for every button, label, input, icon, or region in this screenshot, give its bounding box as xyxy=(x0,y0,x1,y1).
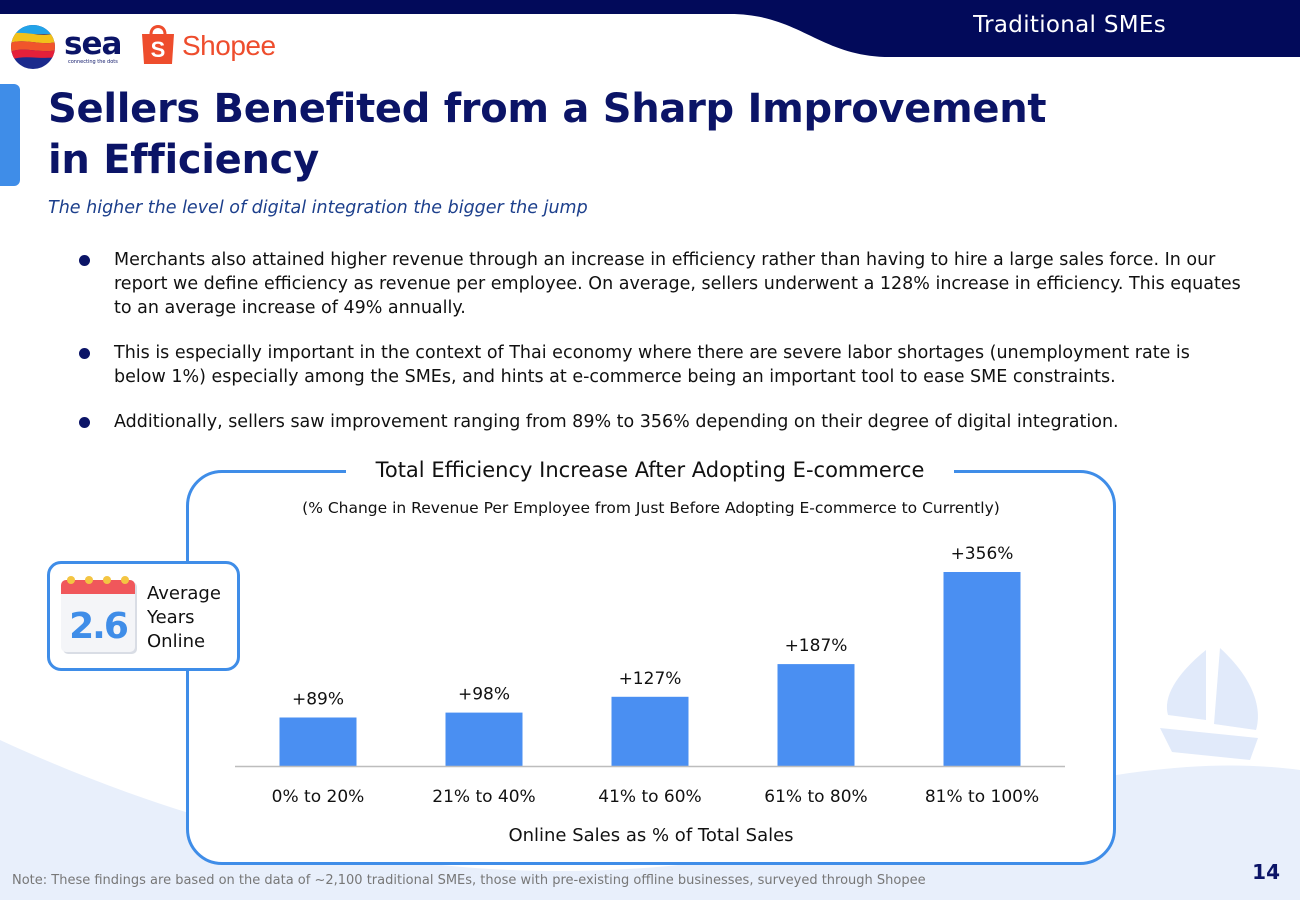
bullet-list: Merchants also attained higher revenue t… xyxy=(74,248,1244,434)
x-tick-label: 0% to 20% xyxy=(272,787,365,807)
bullet-item: This is especially important in the cont… xyxy=(74,341,1244,389)
bullet-text: This is especially important in the cont… xyxy=(114,343,1190,387)
section-label: Traditional SMEs xyxy=(973,12,1166,38)
years-label-line: Years xyxy=(147,607,195,628)
bar-value-label: +356% xyxy=(951,544,1014,564)
x-tick-label: 21% to 40% xyxy=(432,787,535,807)
header-band xyxy=(0,0,1300,57)
bullet-item: Additionally, sellers saw improvement ra… xyxy=(74,410,1244,434)
footnote: Note: These findings are based on the da… xyxy=(12,873,926,888)
shopee-bag-letter: S xyxy=(151,37,166,62)
x-tick-label: 61% to 80% xyxy=(764,787,867,807)
chart-title: Total Efficiency Increase After Adopting… xyxy=(346,455,954,485)
title-accent-bar xyxy=(0,84,20,186)
sea-wordmark: sea xyxy=(64,26,122,62)
bar-3 xyxy=(611,696,689,766)
bullet-dot-icon xyxy=(79,348,90,359)
bullet-text: Merchants also attained higher revenue t… xyxy=(114,250,1241,318)
sailboat-icon xyxy=(1160,648,1258,760)
bar-value-label: +89% xyxy=(292,690,344,710)
sea-tagline: connecting the dots xyxy=(68,59,118,65)
years-label-line: Online xyxy=(147,631,206,652)
slide-subtitle: The higher the level of digital integrat… xyxy=(48,198,588,218)
sea-logo-icon xyxy=(11,25,55,69)
shopee-wordmark: Shopee xyxy=(182,30,276,61)
bullet-dot-icon xyxy=(79,417,90,428)
slide-title: Sellers Benefited from a Sharp Improveme… xyxy=(48,86,1047,183)
bar-2 xyxy=(445,712,523,766)
years-label-line: Average xyxy=(147,583,221,604)
x-tick-label: 81% to 100% xyxy=(925,787,1039,807)
chart-x-axis-label: Online Sales as % of Total Sales xyxy=(508,825,794,846)
bullet-text: Additionally, sellers saw improvement ra… xyxy=(114,412,1119,432)
bar-value-label: +187% xyxy=(785,636,848,656)
bar-value-label: +98% xyxy=(458,685,510,705)
bar-1 xyxy=(279,717,357,766)
calendar-icon: 2.6 xyxy=(61,576,137,654)
years-label: Average Years Online xyxy=(147,582,221,654)
x-tick-label: 41% to 60% xyxy=(598,787,701,807)
page-number: 14 xyxy=(1252,860,1280,884)
bullet-dot-icon xyxy=(79,255,90,266)
years-value: 2.6 xyxy=(69,606,128,647)
shopee-bag-icon: S xyxy=(142,25,174,64)
bullet-item: Merchants also attained higher revenue t… xyxy=(74,248,1244,320)
bar-5 xyxy=(943,572,1021,766)
bar-value-label: +127% xyxy=(619,669,682,689)
efficiency-bar-chart: +89% 0% to 20% +98% 21% to 40% +127% 41% to 6… xyxy=(235,544,1065,807)
bar-4 xyxy=(777,664,855,766)
chart-subtitle: (% Change in Revenue Per Employee from J… xyxy=(302,499,1000,517)
average-years-card: 2.6 Average Years Online xyxy=(47,561,240,671)
